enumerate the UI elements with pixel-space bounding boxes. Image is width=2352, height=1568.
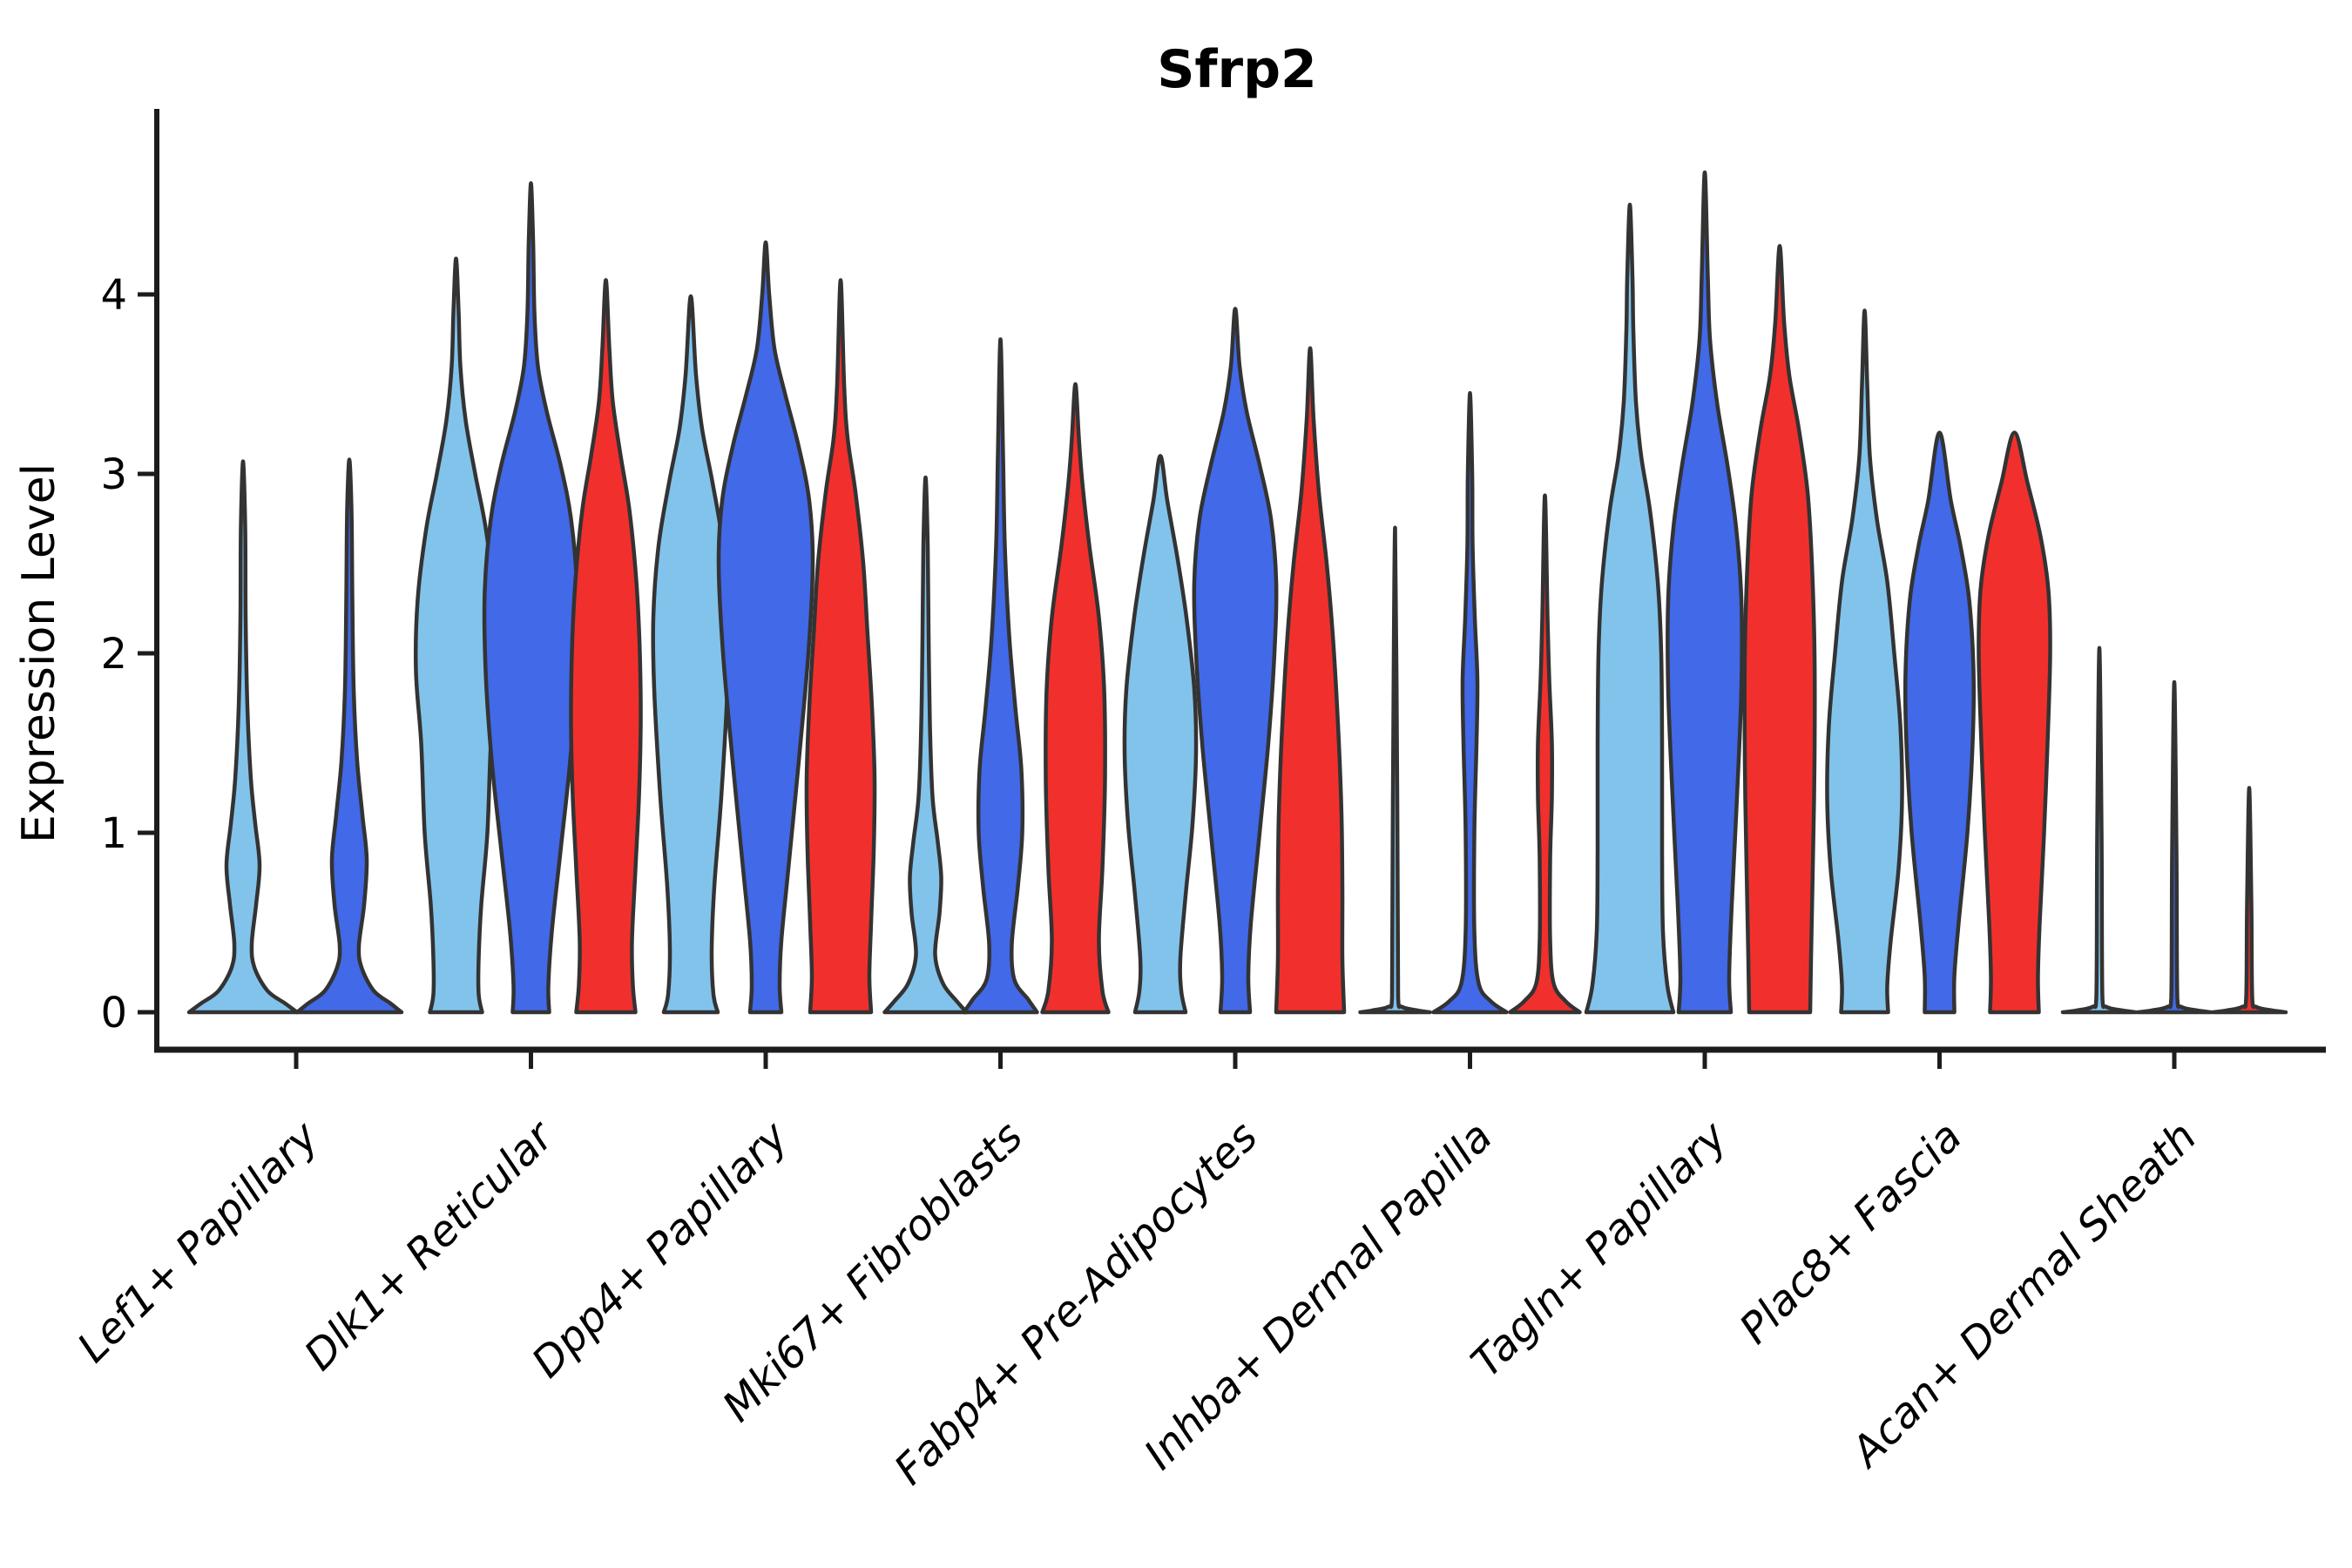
violin-cat5-B <box>1431 391 1509 1015</box>
violin-cat3-C <box>1040 382 1111 1015</box>
violin-cat3-A <box>882 475 969 1015</box>
x-tick-label-1: Dlk1+ Reticular <box>295 1111 565 1381</box>
violin-cat3-B <box>962 337 1039 1015</box>
violins-layer <box>186 170 2288 1015</box>
violin-cat6-B <box>1666 170 1744 1015</box>
violin-cat7-A <box>1825 308 1904 1015</box>
y-tick-label-2: 2 <box>100 630 127 679</box>
violin-cat6-A <box>1584 202 1676 1015</box>
chart-title: Sfrp2 <box>1157 39 1317 100</box>
violin-cat5-A <box>1358 525 1432 1015</box>
violin-cat7-C <box>1977 430 2052 1015</box>
violin-cat1-A <box>413 256 499 1015</box>
violin-cat2-A <box>651 294 731 1015</box>
x-tick-label-6: Tagln+ Papillary <box>1462 1112 1737 1387</box>
violin-cat2-B <box>716 240 815 1015</box>
violin-cat0-B <box>294 457 404 1015</box>
violin-cat7-B <box>1903 430 1977 1015</box>
violin-cat4-C <box>1274 346 1347 1015</box>
violin-cat6-C <box>1742 244 1817 1015</box>
violin-cat8-B <box>2135 679 2213 1015</box>
violin-cat8-A <box>2060 645 2139 1015</box>
x-tick-label-7: Plac8+ Fascia <box>1730 1112 1971 1354</box>
violin-cat0-A <box>186 459 300 1015</box>
violin-cat8-C <box>2210 786 2288 1015</box>
x-tick-label-0: Lef1+ Papillary <box>68 1112 328 1372</box>
violin-cat1-B <box>482 181 580 1015</box>
violin-cat1-C <box>569 278 643 1015</box>
y-tick-label-0: 0 <box>100 989 127 1037</box>
y-tick-label-1: 1 <box>100 809 127 858</box>
y-axis-label: Expression Level <box>13 463 65 843</box>
x-tick-label-2: Dpp4+ Papillary <box>523 1112 798 1387</box>
violin-cat2-C <box>804 278 877 1015</box>
violin-cat5-C <box>1508 493 1582 1015</box>
y-tick-label-3: 3 <box>100 450 127 499</box>
violin-cat4-B <box>1192 307 1279 1015</box>
y-tick-label-4: 4 <box>100 271 127 320</box>
violin-cat4-A <box>1122 454 1199 1015</box>
